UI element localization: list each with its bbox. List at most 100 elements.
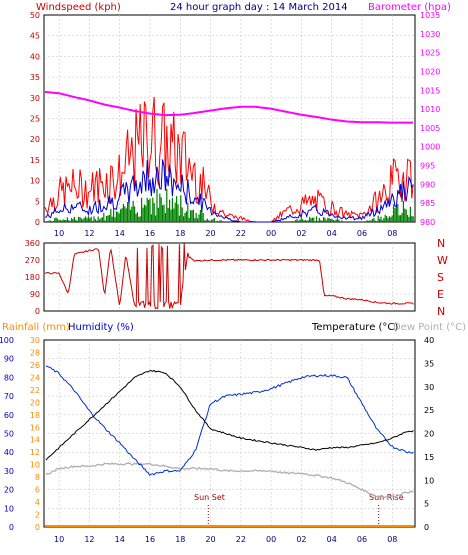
rainfall-y-tick-label: 2	[35, 511, 40, 520]
humidity-x-tick-label: 16	[145, 535, 155, 544]
humidity-x-tick-label: 22	[236, 535, 246, 544]
barometer-y-tick-label: 1030	[420, 30, 440, 39]
rainfall-y-tick-label: 22	[30, 386, 40, 395]
humidity-y-tick-label: 70	[4, 392, 14, 401]
rainfall-y-tick-label: 14	[30, 436, 40, 445]
humidity-x-tick-label: 14	[115, 535, 125, 544]
direction-y-tick-label: 90	[30, 290, 40, 299]
rainfall-y-tick-label: 8	[35, 473, 40, 482]
temperature-y-tick-label: 10	[424, 476, 434, 485]
barometer-y-tick-label: 1000	[420, 143, 440, 152]
rainfall-y-tick-label: 20	[30, 398, 40, 407]
wind-y-tick-label: 20	[30, 135, 40, 144]
barometer-y-tick-label: 1010	[420, 105, 440, 114]
humidity-y-tick-label: 20	[4, 486, 14, 495]
humidity-y-tick-label: 0	[9, 523, 14, 532]
wind-y-tick-label: 40	[30, 52, 40, 61]
temperature-y-tick-label: 20	[424, 430, 434, 439]
rainfall-y-tick-label: 24	[30, 373, 40, 382]
humidity-x-tick-label: 20	[205, 535, 215, 544]
barometer-line	[44, 90, 413, 124]
rainfall-y-tick-label: 12	[30, 448, 40, 457]
rainfall-y-tick-label: 4	[35, 498, 40, 507]
humidity-line	[45, 365, 414, 476]
temperature-line	[45, 369, 414, 461]
direction-y-tick-label: 360	[25, 239, 40, 248]
humidity-y-tick-label: 30	[4, 467, 14, 476]
windspeed-axis-title: Windspeed (kph)	[36, 2, 121, 13]
wind-x-tick-label: 02	[296, 229, 306, 238]
wind-x-tick-label: 00	[266, 229, 276, 238]
humidity-y-tick-label: 40	[4, 448, 14, 457]
direction-y-tick-label: 180	[25, 273, 40, 282]
rainfall-y-tick-label: 28	[30, 348, 40, 357]
humidity-x-tick-label: 06	[357, 535, 367, 544]
barometer-y-tick-label: 1020	[420, 67, 440, 76]
temperature-y-tick-label: 15	[424, 453, 434, 462]
wind-y-tick-label: 35	[30, 73, 40, 82]
wind-x-tick-label: 14	[115, 229, 125, 238]
temperature-y-tick-label: 5	[424, 500, 429, 509]
sunset-label: Sun Set	[194, 493, 225, 502]
wind-y-tick-label: 45	[30, 32, 40, 41]
rainfall-y-tick-label: 6	[35, 486, 40, 495]
dewpoint-axis-title: Dew Point (°C)	[393, 322, 466, 333]
rainfall-y-tick-label: 10	[30, 461, 40, 470]
humidity-x-tick-label: 00	[266, 535, 276, 544]
compass-label: W	[437, 254, 448, 267]
humidity-x-tick-label: 12	[84, 535, 94, 544]
compass-label: S	[437, 271, 444, 284]
humidity-x-tick-label: 08	[387, 535, 397, 544]
wind-x-tick-label: 12	[84, 229, 94, 238]
wind-average-line	[44, 159, 414, 223]
barometer-y-tick-label: 990	[420, 180, 435, 189]
humidity-y-tick-label: 100	[0, 336, 14, 345]
wind-x-tick-label: 18	[175, 229, 185, 238]
rainfall-y-tick-label: 16	[30, 423, 40, 432]
compass-label: N	[437, 305, 445, 318]
humidity-axis-title: Humidity (%)	[68, 322, 134, 333]
temperature-y-tick-label: 40	[424, 336, 434, 345]
humidity-x-tick-label: 02	[296, 535, 306, 544]
humidity-y-tick-label: 90	[4, 355, 14, 364]
barometer-y-tick-label: 980	[420, 218, 435, 227]
humidity-y-tick-label: 50	[4, 430, 14, 439]
wind-gust-line	[44, 96, 414, 223]
temperature-y-tick-label: 30	[424, 383, 434, 392]
chart-marks: 0510152025303540455098098599099510001005…	[0, 11, 448, 544]
barometer-y-tick-label: 1025	[420, 49, 440, 58]
barometer-axis-title: Barometer (hpa)	[368, 2, 451, 13]
barometer-y-tick-label: 985	[420, 199, 435, 208]
wind-x-tick-label: 10	[54, 229, 64, 238]
rainfall-y-tick-label: 0	[35, 523, 40, 532]
wind-x-tick-label: 20	[205, 229, 215, 238]
rainfall-axis-title: Rainfall (mm)	[2, 322, 70, 333]
wind-x-tick-label: 06	[357, 229, 367, 238]
dewpoint-line	[45, 462, 414, 499]
compass-label: N	[437, 237, 445, 250]
wind-y-tick-label: 25	[30, 115, 40, 124]
barometer-y-tick-label: 1035	[420, 11, 440, 20]
temperature-y-tick-label: 25	[424, 406, 434, 415]
wind-x-tick-label: 22	[236, 229, 246, 238]
temperature-y-tick-label: 35	[424, 359, 434, 368]
humidity-x-tick-label: 18	[175, 535, 185, 544]
barometer-y-tick-label: 1015	[420, 86, 440, 95]
wind-direction-line	[44, 243, 414, 310]
compass-label: E	[437, 288, 444, 301]
wind-y-tick-label: 0	[35, 218, 40, 227]
wind-x-tick-label: 16	[145, 229, 155, 238]
barometer-y-tick-label: 1005	[420, 124, 440, 133]
rainfall-y-tick-label: 30	[30, 336, 40, 345]
wind-y-tick-label: 15	[30, 156, 40, 165]
wind-y-tick-label: 30	[30, 94, 40, 103]
direction-y-tick-label: 270	[25, 256, 40, 265]
temperature-axis-title: Temperature (°C)	[311, 322, 398, 333]
direction-y-tick-label: 0	[35, 307, 40, 316]
wind-x-tick-label: 04	[327, 229, 337, 238]
rainfall-y-tick-label: 26	[30, 361, 40, 370]
temperature-y-tick-label: 0	[424, 523, 429, 532]
barometer-y-tick-label: 995	[420, 162, 435, 171]
sunrise-label: Sun Rise	[369, 493, 404, 502]
